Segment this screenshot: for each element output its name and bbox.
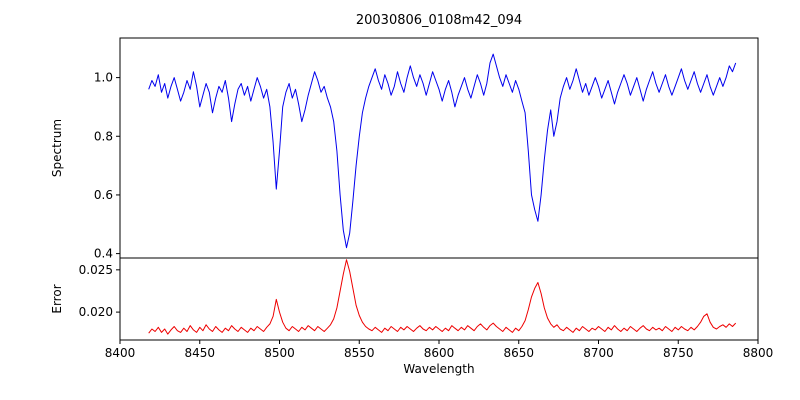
error-line	[148, 259, 737, 335]
x-tick-label: 8750	[663, 346, 694, 360]
spectrum-axes-frame	[119, 37, 759, 259]
x-tick-label: 8700	[583, 346, 614, 360]
spectrum-line	[148, 53, 737, 249]
y-tick-label-spectrum: 1.0	[94, 71, 113, 85]
x-tick-label: 8800	[743, 346, 774, 360]
y-axis-label-spectrum: Spectrum	[50, 118, 64, 178]
y-tick-label-spectrum: 0.4	[94, 247, 113, 261]
x-axis-label: Wavelength	[403, 362, 475, 376]
chart-title: 20030806_0108m42_094	[355, 13, 523, 28]
x-tick-label: 8600	[424, 346, 455, 360]
x-tick-label: 8550	[344, 346, 375, 360]
x-tick-label: 8650	[503, 346, 534, 360]
y-tick-label-error: 0.020	[79, 305, 113, 319]
error-axes-frame	[119, 257, 759, 341]
y-axis-label-error: Error	[50, 284, 64, 314]
x-tick-label: 8500	[264, 346, 295, 360]
y-tick-label-spectrum: 0.8	[94, 129, 113, 143]
y-tick-label-spectrum: 0.6	[94, 188, 113, 202]
y-tick-label-error: 0.025	[79, 263, 113, 277]
x-tick-label: 8400	[105, 346, 136, 360]
x-tick-label: 8450	[184, 346, 215, 360]
